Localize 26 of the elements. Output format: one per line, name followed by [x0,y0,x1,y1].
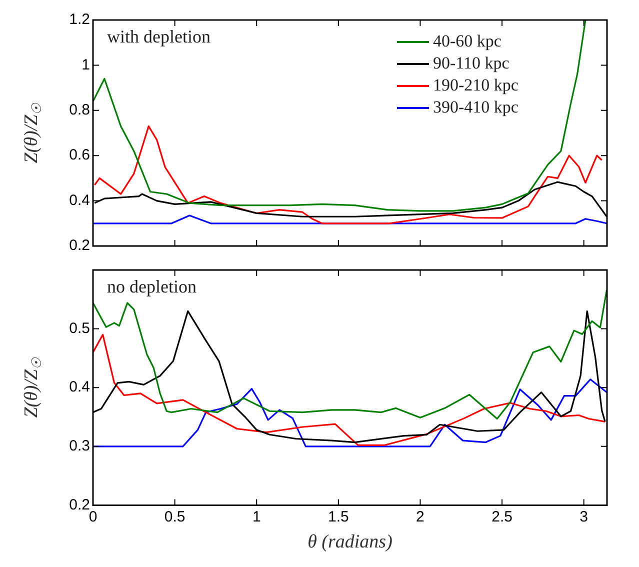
y-tick-label: 0.5 [69,320,90,337]
y-tick-label: 1 [82,56,90,74]
x-tick-label: 1.5 [328,508,349,526]
x-tick-label: 1 [252,508,261,526]
y-tick-label: 0.2 [69,496,90,514]
x-tick-label: 2 [416,508,424,526]
y-axis-title: Z(θ)/Z☉ [21,356,44,418]
y-tick-label: 0.4 [69,378,90,396]
y-tick-label: 0.4 [69,192,90,209]
legend-label: 190-210 kpc [433,75,519,94]
legend-label: 40-60 kpc [433,31,502,50]
annotation: with depletion [107,26,210,47]
legend-label: 90-110 kpc [433,53,510,72]
legend-label: 390-410 kpc [433,97,519,116]
y-tick-label: 0.2 [69,237,90,254]
x-tick-label: 3 [580,508,588,526]
annotation: no depletion [107,276,196,297]
x-tick-label: 0 [88,508,98,526]
y-tick-label: 0.8 [69,102,90,119]
y-axis-title: Z(θ)/Z☉ [21,102,44,164]
y-tick-label: 1.2 [69,11,90,28]
x-axis-title: θ (radians) [308,532,392,553]
y-tick-label: 0.3 [69,438,90,455]
x-tick-label: 0.5 [164,508,186,526]
x-tick-label: 2.5 [492,508,512,526]
y-tick-label: 0.6 [69,146,90,164]
